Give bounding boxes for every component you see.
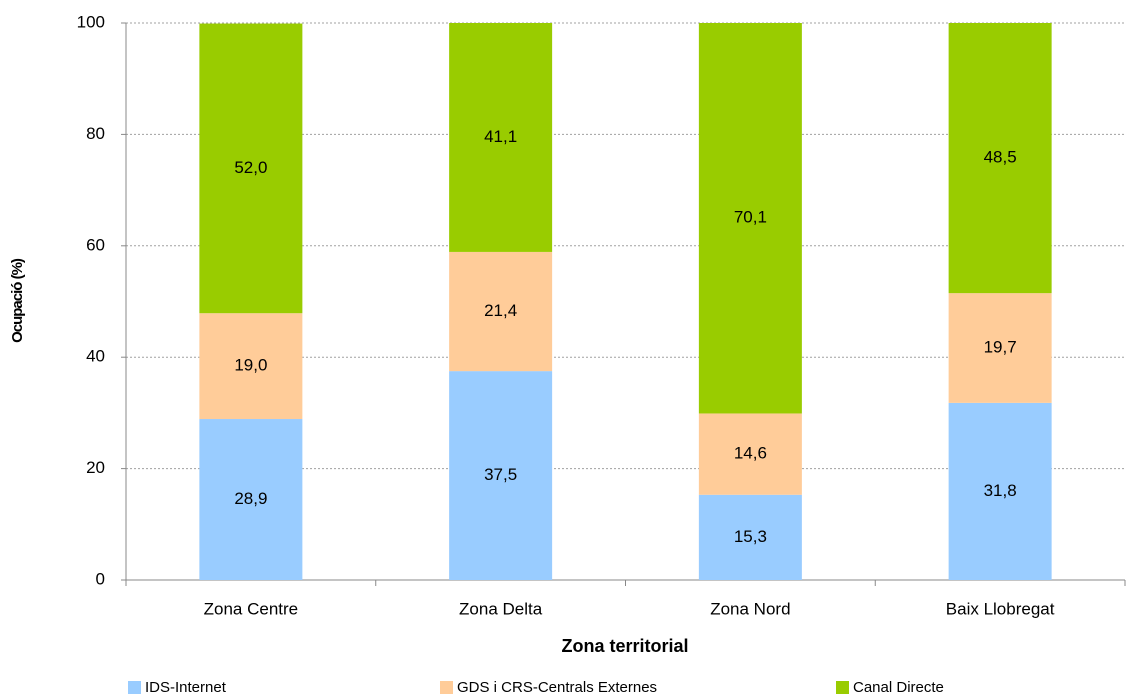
bar-segment (449, 251, 553, 372)
data-label: 41,1 (484, 127, 517, 146)
x-axis-title: Zona territorial (561, 636, 688, 656)
legend-swatch (440, 681, 453, 694)
x-tick-label: Zona Centre (204, 599, 299, 618)
data-label: 48,5 (984, 148, 1017, 167)
y-tick-label: 100 (77, 12, 105, 31)
data-label: 52,0 (234, 158, 267, 177)
bar-segment (698, 494, 802, 580)
legend-label: Canal Directe (853, 679, 944, 695)
legend-label: GDS i CRS-Centrals Externes (457, 679, 657, 695)
legend-swatch (128, 681, 141, 694)
data-label: 19,7 (984, 337, 1017, 356)
bar-segment (948, 23, 1052, 294)
data-label: 37,5 (484, 465, 517, 484)
y-tick-label: 80 (86, 124, 105, 143)
y-tick-label: 40 (86, 347, 105, 366)
x-tick-label: Zona Nord (710, 599, 790, 618)
bar-segment (199, 313, 303, 420)
data-label: 70,1 (734, 208, 767, 227)
y-tick-label: 60 (86, 235, 105, 254)
bar-segment (948, 402, 1052, 580)
y-tick-label: 20 (86, 458, 105, 477)
y-axis-title: Ocupació (%) (9, 258, 26, 343)
bar-segment (698, 413, 802, 495)
y-tick-label: 0 (96, 569, 105, 588)
data-label: 31,8 (984, 481, 1017, 500)
bar-segment (449, 371, 553, 580)
bar-segment (449, 23, 553, 252)
data-label: 21,4 (484, 301, 517, 320)
data-label: 14,6 (734, 444, 767, 463)
x-tick-label: Baix Llobregat (946, 599, 1055, 618)
bar-segment (698, 23, 802, 414)
bar-segment (199, 419, 303, 580)
x-tick-label: Zona Delta (459, 599, 543, 618)
legend-label: IDS-Internet (145, 679, 227, 695)
data-label: 15,3 (734, 527, 767, 546)
data-label: 19,0 (234, 356, 267, 375)
legend-swatch (836, 681, 849, 694)
data-label: 28,9 (234, 489, 267, 508)
bar-segment (199, 23, 303, 314)
bar-segment (948, 293, 1052, 403)
